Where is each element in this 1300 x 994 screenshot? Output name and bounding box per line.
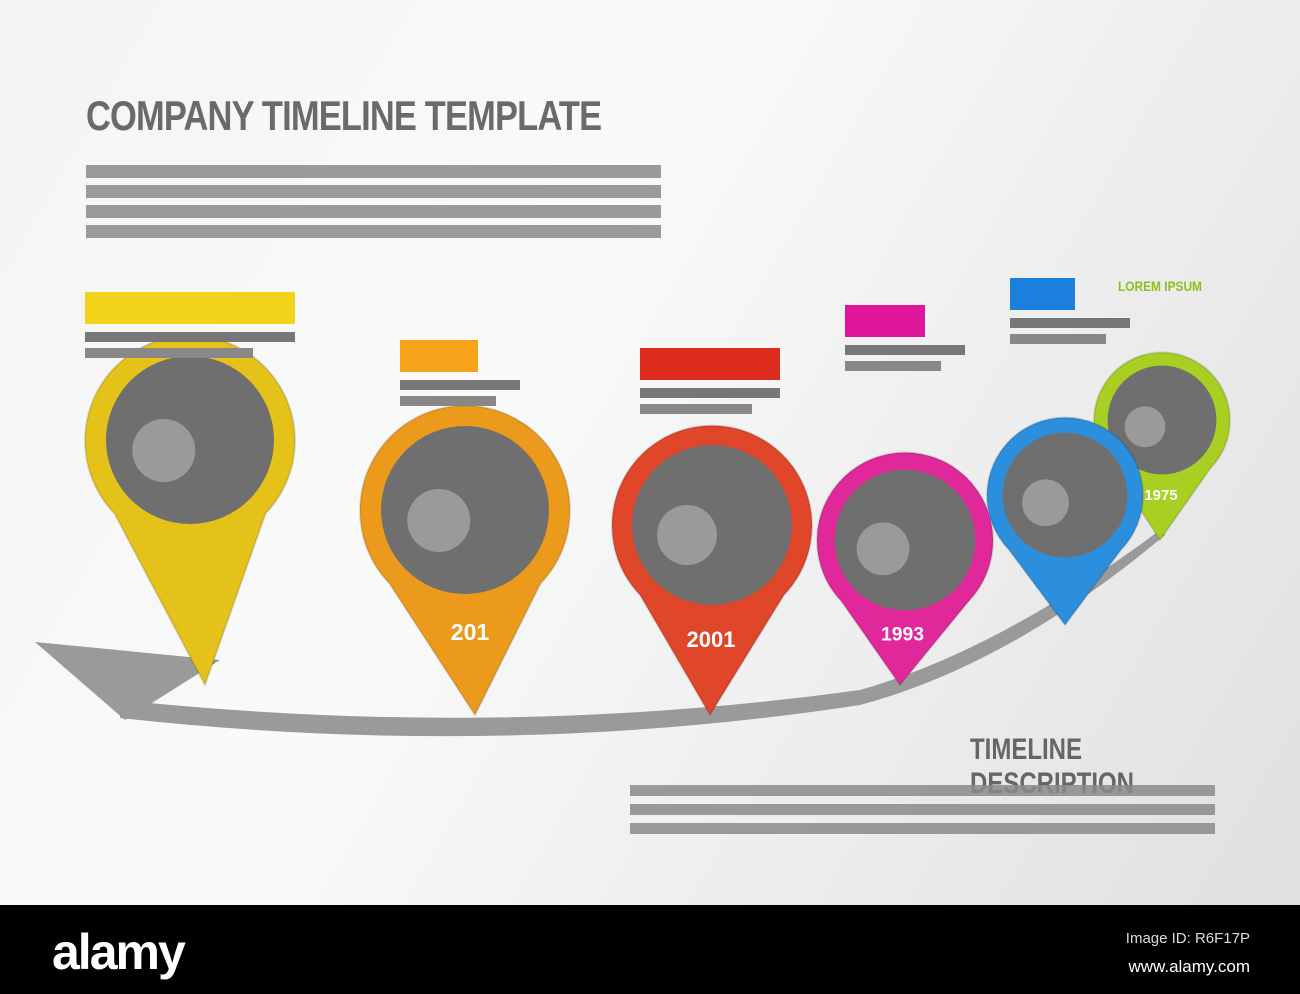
footer-bar: alamy Image ID: R6F17P www.alamy.com — [0, 905, 1300, 994]
event-label-bar — [400, 340, 478, 372]
timeline-arrow — [120, 530, 1165, 737]
event-text — [1010, 318, 1130, 328]
event-text — [400, 396, 496, 406]
event-text — [400, 380, 520, 390]
pin-year: 1993 — [881, 624, 924, 646]
event-text — [845, 361, 941, 371]
page-title: COMPANY TIMELINE TEMPLATE — [86, 92, 602, 139]
timeline-pin: 1975 — [1093, 351, 1231, 542]
timeline-pin: 201 — [359, 404, 571, 718]
alamy-logo: alamy — [52, 924, 186, 980]
event-text — [640, 404, 752, 414]
event-label-bar — [640, 348, 780, 380]
website-url: www.alamy.com — [1128, 957, 1250, 976]
event-text — [85, 348, 253, 358]
event-label-bar — [1010, 278, 1075, 310]
pin-year: 201 — [451, 619, 490, 645]
timeline-pin — [84, 334, 296, 688]
pin-year: 2001 — [687, 627, 736, 652]
event-text — [845, 345, 965, 355]
infographic: COMPANY TIMELINE TEMPLATE 1975 1993 201 200… — [0, 0, 1300, 905]
event-text — [85, 332, 295, 342]
description-text — [630, 785, 1215, 835]
intro-text — [86, 165, 661, 245]
arrow-head — [35, 642, 220, 720]
timeline-pin: 1993 — [816, 451, 994, 687]
pin-year: 1975 — [1144, 487, 1177, 504]
event-text — [640, 388, 780, 398]
image-id: Image ID: R6F17P — [1125, 930, 1250, 947]
event-label-bar — [85, 292, 295, 324]
timeline-diagram: 1975 1993 201 2001 — [35, 278, 1231, 737]
timeline-pin: 2001 — [611, 424, 813, 717]
event-label-bar — [845, 305, 925, 337]
timeline-pin — [986, 416, 1144, 627]
lorem-ipsum-label: LOREM IPSUM — [1118, 278, 1202, 294]
event-text — [1010, 334, 1106, 344]
